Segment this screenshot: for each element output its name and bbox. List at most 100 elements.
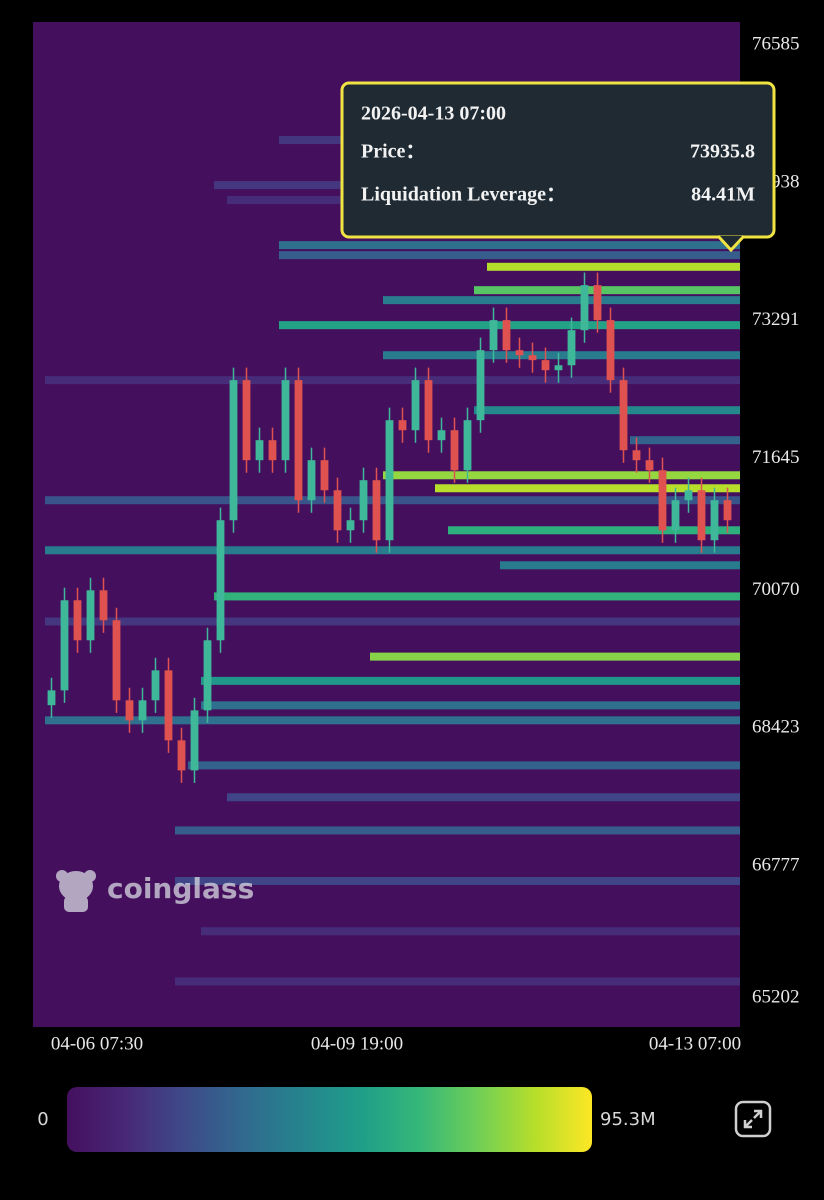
liquidation-band bbox=[383, 296, 740, 305]
watermark-text: coinglass bbox=[107, 872, 254, 905]
liquidation-band bbox=[370, 652, 740, 661]
liquidation-band bbox=[175, 977, 740, 986]
candle-body bbox=[515, 350, 524, 356]
candle-body bbox=[138, 700, 147, 721]
candle-body bbox=[151, 670, 160, 701]
candle-body bbox=[710, 500, 719, 541]
candle-body bbox=[268, 440, 277, 461]
liquidation-band bbox=[45, 617, 740, 626]
liquidation-band bbox=[201, 701, 740, 710]
candle-body bbox=[541, 360, 550, 371]
liquidation-band bbox=[474, 406, 740, 415]
candle-body bbox=[164, 670, 173, 741]
liquidation-band bbox=[487, 262, 740, 271]
candle-body bbox=[593, 285, 602, 321]
y-tick-label: 70070 bbox=[752, 579, 800, 600]
candle-body bbox=[658, 470, 667, 531]
candle-body bbox=[684, 490, 693, 501]
x-tick-label: 04-13 07:00 bbox=[649, 1033, 741, 1054]
tooltip-time: 2026-04-13 07:00 bbox=[361, 103, 506, 125]
candle-body bbox=[177, 740, 186, 771]
candle-body bbox=[320, 460, 329, 491]
candle-body bbox=[372, 480, 381, 541]
liquidation-band bbox=[175, 876, 740, 885]
liquidation-band bbox=[227, 793, 740, 802]
candle-body bbox=[450, 430, 459, 471]
candle-body bbox=[528, 355, 537, 361]
candle-body bbox=[502, 320, 511, 351]
candle-body bbox=[307, 460, 316, 501]
color-bar-label: 95.3M bbox=[600, 1109, 656, 1130]
candle-body bbox=[619, 380, 628, 451]
x-tick-label: 04-06 07:30 bbox=[51, 1033, 143, 1054]
liquidation-band bbox=[474, 286, 740, 295]
liquidation-band bbox=[188, 761, 740, 770]
liquidation-band bbox=[175, 826, 740, 835]
tooltip-price-label: Price： bbox=[361, 141, 425, 163]
candle-body bbox=[216, 520, 225, 641]
candle-body bbox=[112, 620, 121, 701]
candle-body bbox=[645, 460, 654, 471]
candle-body bbox=[437, 430, 446, 441]
heatmap bbox=[45, 136, 740, 986]
watermark bbox=[56, 870, 96, 912]
liquidation-band bbox=[383, 471, 740, 480]
liquidation-band bbox=[214, 592, 740, 601]
color-bar-ticks: 0 95.3M bbox=[37, 1109, 655, 1130]
liquidation-band bbox=[201, 927, 740, 936]
candle-body bbox=[47, 690, 56, 706]
tooltip-leverage-label: Liquidation Leverage： bbox=[361, 184, 566, 206]
liquidation-band bbox=[435, 484, 740, 493]
candle-body bbox=[242, 380, 251, 461]
candle-body bbox=[385, 420, 394, 541]
candle-body bbox=[333, 490, 342, 531]
candle-body bbox=[554, 365, 563, 371]
liquidation-band bbox=[201, 676, 740, 685]
candle-body bbox=[580, 285, 589, 331]
liquidation-band bbox=[45, 716, 740, 725]
y-tick-label: 73291 bbox=[752, 309, 800, 330]
liquidation-band bbox=[630, 436, 740, 445]
liquidation-band bbox=[45, 546, 740, 555]
candle-body bbox=[632, 450, 641, 461]
liquidation-band bbox=[279, 251, 740, 260]
color-bar bbox=[67, 1087, 592, 1152]
y-tick-label: 76585 bbox=[752, 33, 800, 54]
candle-body bbox=[125, 700, 134, 721]
tooltip-price: 73935.8 bbox=[690, 141, 755, 163]
candle-body bbox=[190, 710, 199, 771]
candle-body bbox=[229, 380, 238, 521]
candle-body bbox=[398, 420, 407, 431]
candles bbox=[47, 272, 732, 783]
candle-body bbox=[86, 590, 95, 641]
candle-body bbox=[73, 600, 82, 641]
candle-body bbox=[424, 380, 433, 441]
candle-body bbox=[723, 500, 732, 521]
y-tick-label: 65202 bbox=[752, 986, 800, 1007]
candle-body bbox=[697, 490, 706, 541]
candle-body bbox=[567, 330, 576, 366]
candle-body bbox=[359, 480, 368, 521]
candle-body bbox=[294, 380, 303, 501]
liquidation-band bbox=[448, 526, 740, 535]
expand-button[interactable] bbox=[734, 1100, 772, 1138]
color-bar-label: 0 bbox=[37, 1109, 48, 1130]
candle-body bbox=[99, 590, 108, 621]
candle-body bbox=[671, 500, 680, 531]
liquidation-band bbox=[279, 241, 740, 250]
tooltip-box bbox=[340, 81, 776, 239]
x-tick-label: 04-09 19:00 bbox=[311, 1033, 403, 1054]
candle-body bbox=[281, 380, 290, 461]
liquidation-band bbox=[383, 351, 740, 360]
liquidation-band bbox=[500, 561, 740, 570]
candle-body bbox=[255, 440, 264, 461]
candle-body bbox=[203, 640, 212, 711]
candle-body bbox=[476, 350, 485, 421]
candle-body bbox=[463, 420, 472, 471]
y-tick-label: 68423 bbox=[752, 717, 800, 738]
candle-body bbox=[60, 600, 69, 691]
y-tick-label: 71645 bbox=[752, 447, 800, 468]
y-tick-label: 66777 bbox=[752, 855, 800, 876]
candle-body bbox=[411, 380, 420, 431]
